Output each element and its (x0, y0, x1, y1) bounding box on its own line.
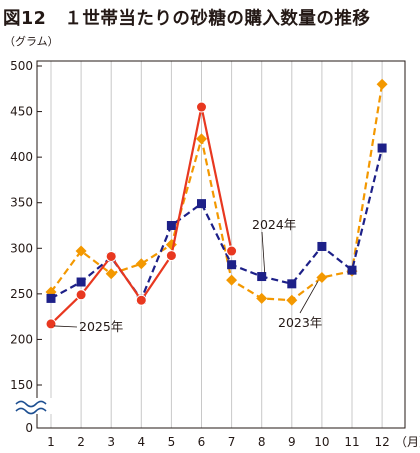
y-tick-label-150: 150 (10, 378, 33, 392)
y-tick-label-450: 450 (10, 105, 33, 119)
series-2024-point-5 (166, 221, 176, 230)
series-2023-point-2 (75, 245, 87, 257)
y-tick-label-350: 350 (10, 196, 33, 210)
x-tick-label-2: 2 (77, 435, 85, 449)
series-2024-point-10 (317, 241, 327, 251)
series-2023-point-9 (286, 294, 298, 306)
axis-break-wave-2 (15, 407, 47, 415)
chart-title: 図12 １世帯当たりの砂糖の購入数量の推移 (3, 9, 371, 29)
series-2023-point-8 (256, 292, 268, 304)
axes (12, 60, 406, 429)
x-tick-label-4: 4 (137, 435, 145, 449)
series-2024-point-9 (287, 279, 297, 289)
series-2023-point-7 (226, 274, 238, 286)
series-2024-point-12 (377, 143, 387, 153)
series-2025-point-3 (105, 250, 117, 262)
series-2023-line (50, 84, 384, 302)
series-2023-point-3 (105, 268, 117, 280)
x-axis-unit: （月） (395, 435, 420, 449)
x-tick-label-11: 11 (344, 435, 359, 449)
x-tick-label-5: 5 (168, 435, 176, 449)
series-2023-point-6 (196, 133, 207, 145)
x-tick-label-9: 9 (288, 435, 296, 449)
y-tick-label-300: 300 (10, 241, 33, 255)
series-2024-point-6 (197, 199, 206, 209)
series-2024-line (50, 147, 384, 301)
series-2025-point-1 (45, 318, 57, 330)
series (45, 78, 388, 330)
y-tick-label-0: 0 (25, 421, 33, 435)
series-2024-point-11 (347, 265, 357, 275)
series-2025-point-2 (75, 289, 87, 301)
series-2024-point-1 (46, 293, 56, 303)
x-tick-label-12: 12 (374, 435, 389, 449)
y-tick-label-250: 250 (10, 287, 33, 301)
series-2023-point-4 (135, 258, 147, 270)
series-label-2024: 2024年 (252, 217, 296, 232)
x-tick-label-3: 3 (107, 435, 115, 449)
y-tick-label-400: 400 (10, 150, 33, 164)
x-tick-label-1: 1 (47, 435, 55, 449)
series-2023-point-12 (376, 78, 388, 90)
y-tick-label-500: 500 (10, 59, 33, 73)
y-tick-label-200: 200 (10, 332, 33, 346)
series-label-2023: 2023年 (278, 315, 322, 330)
series-2024-point-2 (76, 277, 86, 287)
series-2025-point-4 (135, 294, 147, 306)
series-2024-point-7 (227, 260, 237, 270)
series-2023-point-10 (316, 271, 328, 283)
x-tick-label-8: 8 (258, 435, 266, 449)
series-2024-point-8 (257, 272, 267, 282)
x-tick-label-10: 10 (314, 435, 329, 449)
series-2025-point-5 (165, 250, 177, 262)
series-2025-point-7 (226, 245, 238, 257)
axis-break-wave-1 (15, 400, 47, 408)
annot-2025-leader (53, 325, 78, 328)
x-tick-label-7: 7 (228, 435, 236, 449)
series-label-2025: 2025年 (79, 319, 123, 334)
y-axis-unit: （グラム） (4, 35, 59, 48)
annot-2024-leader (261, 231, 266, 273)
plot-frame (36, 60, 406, 429)
x-tick-label-6: 6 (198, 435, 206, 449)
annot-2023-leader (299, 281, 319, 314)
grid (50, 61, 383, 428)
series-2025-point-6 (196, 101, 207, 113)
